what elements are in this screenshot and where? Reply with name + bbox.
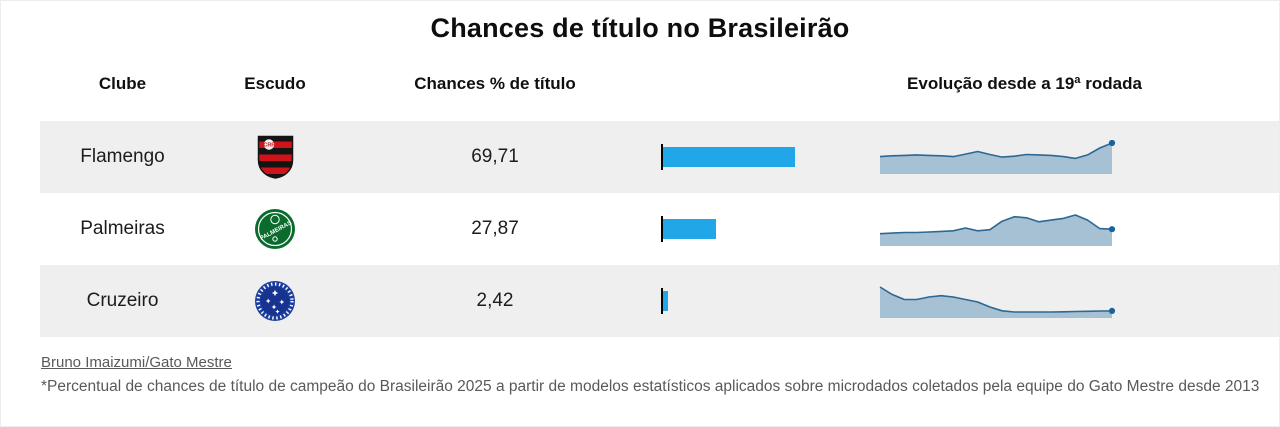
footer: Bruno Imaizumi/Gato Mestre *Percentual d… xyxy=(41,354,1279,397)
svg-text:CRF: CRF xyxy=(263,143,275,149)
table-row: Flamengo CRF 69,71 xyxy=(40,121,1279,193)
chances-value: 2,42 xyxy=(476,290,514,311)
header-club: Clube xyxy=(98,74,147,93)
table-row: Cruzeiro 2,42 xyxy=(40,265,1279,337)
chances-bar xyxy=(663,219,716,239)
bar-axis-line xyxy=(661,216,663,242)
footnote: *Percentual de chances de título de camp… xyxy=(41,378,1260,395)
evolution-sparkline xyxy=(879,286,1116,318)
chances-value: 27,87 xyxy=(471,218,519,239)
credit-link[interactable]: Bruno Imaizumi/Gato Mestre xyxy=(41,354,232,371)
club-name: Flamengo xyxy=(80,146,165,167)
chances-bar xyxy=(663,147,795,167)
cruzeiro-crest-icon xyxy=(255,281,295,321)
evolution-sparkline xyxy=(879,214,1116,246)
flamengo-crest-icon: CRF xyxy=(257,135,293,179)
bar-axis-line xyxy=(661,144,663,170)
header-evolution: Evolução desde a 19ª rodada xyxy=(907,74,1142,93)
palmeiras-crest-icon: PALMEIRAS xyxy=(255,209,295,249)
header-crest: Escudo xyxy=(244,74,306,93)
table-header-row: Clube Escudo Chances % de título Evoluçã… xyxy=(40,70,1279,98)
header-chances: Chances % de título xyxy=(414,74,576,93)
chances-bar xyxy=(663,291,668,311)
chart-title: Chances de título no Brasileirão xyxy=(430,13,850,43)
evolution-sparkline xyxy=(879,140,1116,174)
bar-axis-line xyxy=(661,288,663,314)
table-row: Palmeiras PALMEIRAS 27,87 xyxy=(40,193,1279,265)
chances-value: 69,71 xyxy=(471,146,519,167)
club-name: Palmeiras xyxy=(80,218,165,239)
club-name: Cruzeiro xyxy=(86,290,159,311)
